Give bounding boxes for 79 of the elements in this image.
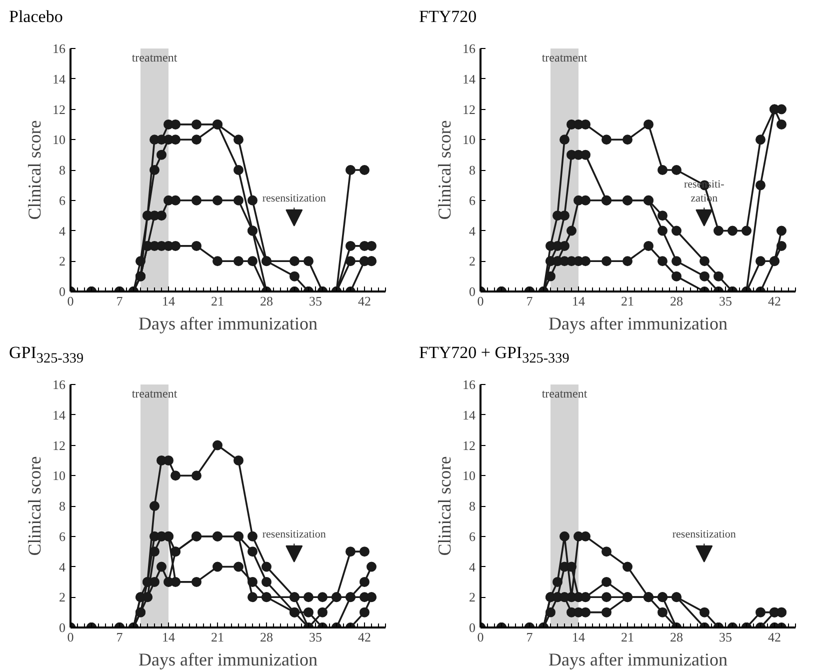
y-tick-label: 4 — [469, 223, 476, 238]
chart-title: FTY720 — [419, 6, 477, 28]
y-tick-label: 8 — [59, 162, 66, 178]
y-axis-title: Clinical score — [24, 120, 44, 220]
x-tick-label: 42 — [768, 630, 781, 644]
y-tick-label: 14 — [462, 407, 476, 422]
y-tick-label: 16 — [52, 41, 66, 56]
x-tick-label: 42 — [768, 294, 781, 308]
x-axis-title: Days after immunization — [138, 650, 318, 670]
x-tick-label: 14 — [162, 630, 176, 644]
y-tick-label: 6 — [469, 192, 476, 208]
y-tick-label: 6 — [59, 528, 66, 544]
chart-title: FTY720 + GPI$_{325-339}$ — [419, 342, 570, 368]
y-tick-label: 10 — [52, 132, 66, 148]
annotation: resensitization — [262, 528, 326, 541]
y-tick-label: 2 — [469, 590, 476, 605]
x-tick-label: 35 — [719, 630, 732, 644]
band-label: treatment — [132, 386, 178, 400]
x-tick-label: 28 — [670, 630, 683, 644]
x-tick-label: 7 — [116, 294, 124, 308]
chart-title: Placebo — [9, 6, 63, 28]
band-label: treatment — [542, 386, 588, 400]
band-label: treatment — [542, 50, 588, 64]
y-tick-label: 2 — [59, 590, 66, 605]
y-tick-label: 10 — [52, 468, 66, 484]
y-axis-title: Clinical score — [434, 456, 454, 556]
x-tick-label: 21 — [211, 294, 224, 308]
x-tick-label: 21 — [621, 294, 634, 308]
y-axis-title: Clinical score — [434, 120, 454, 220]
y-tick-label: 16 — [462, 41, 476, 56]
x-tick-label: 7 — [116, 630, 124, 644]
y-tick-label: 6 — [469, 528, 476, 544]
y-tick-label: 16 — [462, 377, 476, 392]
annotation: resensitization — [672, 528, 736, 541]
x-tick-label: 21 — [621, 630, 634, 644]
y-tick-label: 6 — [59, 192, 66, 208]
x-tick-label: 35 — [309, 294, 322, 308]
y-tick-label: 0 — [59, 620, 66, 635]
y-tick-label: 14 — [462, 71, 476, 86]
x-axis-title: Days after immunization — [548, 650, 728, 670]
band-label: treatment — [132, 50, 178, 64]
y-tick-label: 12 — [52, 102, 66, 117]
annotation: resensitization — [262, 192, 326, 205]
x-tick-label: 14 — [572, 294, 586, 308]
y-tick-label: 2 — [469, 254, 476, 269]
x-tick-label: 14 — [162, 294, 176, 308]
y-tick-label: 0 — [469, 620, 476, 635]
x-tick-label: 7 — [526, 294, 534, 308]
x-axis-title: Days after immunization — [138, 314, 318, 334]
x-tick-label: 35 — [719, 294, 732, 308]
y-tick-label: 8 — [469, 498, 476, 514]
y-tick-label: 12 — [462, 102, 476, 117]
y-tick-label: 16 — [52, 377, 66, 392]
y-tick-label: 4 — [59, 223, 66, 238]
x-tick-label: 42 — [358, 294, 371, 308]
y-tick-label: 12 — [52, 438, 66, 453]
y-tick-label: 10 — [462, 132, 476, 148]
x-tick-label: 28 — [260, 630, 273, 644]
y-tick-label: 4 — [469, 559, 476, 574]
chart-title: GPI$_{325-339}$ — [9, 342, 84, 368]
y-tick-label: 4 — [59, 559, 66, 574]
x-axis-title: Days after immunization — [548, 314, 728, 334]
y-tick-label: 10 — [462, 468, 476, 484]
y-tick-label: 12 — [462, 438, 476, 453]
y-tick-label: 0 — [469, 284, 476, 299]
y-tick-label: 2 — [59, 254, 66, 269]
y-tick-label: 8 — [59, 498, 66, 514]
y-axis-title: Clinical score — [24, 456, 44, 556]
x-tick-label: 7 — [526, 630, 534, 644]
x-tick-label: 35 — [309, 630, 322, 644]
x-tick-label: 28 — [670, 294, 683, 308]
y-tick-label: 14 — [52, 407, 66, 422]
y-tick-label: 0 — [59, 284, 66, 299]
y-tick-label: 8 — [469, 162, 476, 178]
x-tick-label: 42 — [358, 630, 371, 644]
x-tick-label: 14 — [572, 630, 586, 644]
x-tick-label: 21 — [211, 630, 224, 644]
y-tick-label: 14 — [52, 71, 66, 86]
x-tick-label: 28 — [260, 294, 273, 308]
